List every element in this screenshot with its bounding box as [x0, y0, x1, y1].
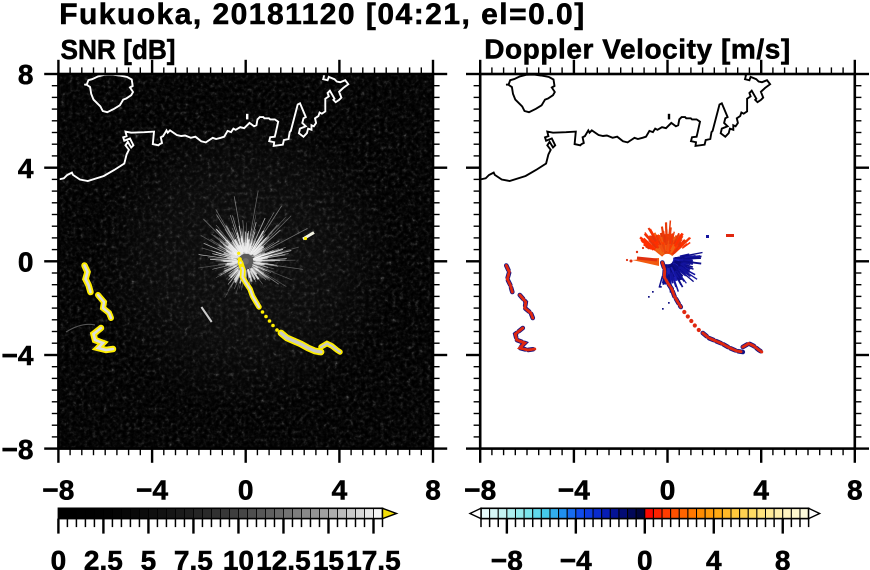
- svg-text:0: 0: [660, 475, 676, 506]
- svg-text:−4: −4: [2, 340, 34, 371]
- svg-text:7.5: 7.5: [174, 545, 213, 570]
- svg-text:0: 0: [637, 545, 653, 570]
- svg-text:5: 5: [141, 545, 157, 570]
- svg-text:−8: −8: [2, 434, 34, 465]
- svg-text:4: 4: [332, 475, 348, 506]
- svg-text:8: 8: [847, 475, 863, 506]
- svg-text:4: 4: [18, 153, 34, 184]
- svg-text:0: 0: [18, 247, 34, 278]
- svg-text:−8: −8: [464, 475, 496, 506]
- svg-text:0: 0: [51, 545, 67, 570]
- svg-text:Doppler Velocity [m/s]: Doppler Velocity [m/s]: [484, 34, 790, 65]
- svg-text:4: 4: [753, 475, 769, 506]
- svg-text:4: 4: [706, 545, 722, 570]
- svg-text:0: 0: [238, 475, 254, 506]
- svg-text:2.5: 2.5: [84, 545, 123, 570]
- svg-text:−8: −8: [491, 545, 523, 570]
- svg-text:−4: −4: [560, 545, 592, 570]
- svg-text:17.5: 17.5: [346, 545, 401, 570]
- svg-text:8: 8: [775, 545, 791, 570]
- svg-text:−4: −4: [136, 475, 168, 506]
- svg-text:Fukuoka, 20181120 [04:21, el=0: Fukuoka, 20181120 [04:21, el=0.0]: [59, 0, 584, 31]
- svg-text:12.5: 12.5: [256, 545, 311, 570]
- svg-text:10: 10: [223, 545, 254, 570]
- svg-text:8: 8: [18, 59, 34, 90]
- svg-text:−8: −8: [42, 475, 74, 506]
- svg-text:−4: −4: [558, 475, 590, 506]
- svg-text:SNR [dB]: SNR [dB]: [61, 34, 176, 65]
- svg-text:8: 8: [425, 475, 441, 506]
- svg-text:15: 15: [313, 545, 344, 570]
